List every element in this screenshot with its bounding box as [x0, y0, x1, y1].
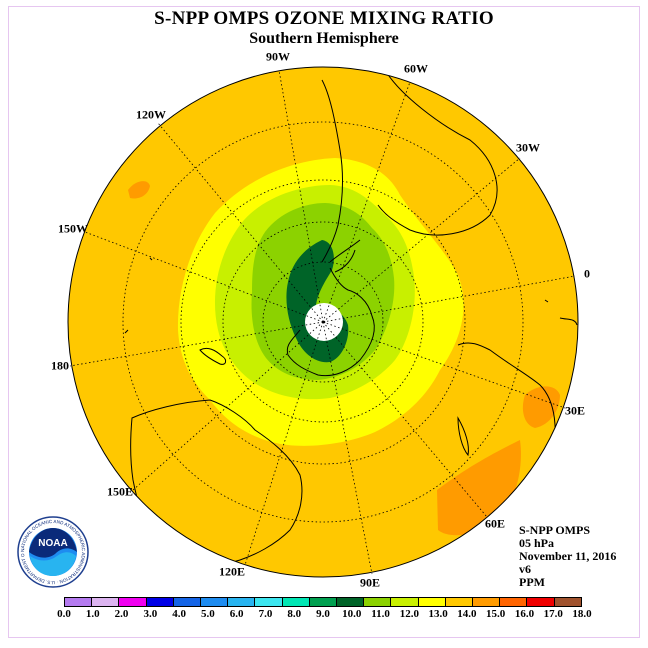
colorbar-swatch [309, 598, 338, 606]
noaa-logo: NOAA NATIONAL OCEANIC AND ATMOSPHERIC AD… [17, 516, 89, 588]
longitude-label: 150W [58, 221, 88, 236]
colorbar-swatch [65, 598, 93, 606]
colorbar-tick-label: 11.0 [371, 608, 390, 620]
colorbar-swatch [228, 598, 256, 606]
longitude-label: 60W [404, 61, 428, 76]
colorbar-tick-label: 1.0 [85, 608, 100, 620]
colorbar-tick-label: 8.0 [287, 608, 302, 620]
colorbar-tick-label: 16.0 [514, 608, 535, 620]
map-title: S-NPP OMPS OZONE MIXING RATIO [154, 8, 494, 29]
coastline-island [124, 257, 549, 334]
colorbar-tick-label: 13.0 [428, 608, 448, 620]
ozone-contour-11 [251, 203, 395, 380]
meridian-line [84, 231, 324, 323]
colorbar-tick-label: 9.0 [316, 608, 330, 620]
colorbar-swatch [92, 598, 120, 606]
colorbar-tick-label: 15.0 [486, 608, 506, 620]
colorbar-tick-label: 5.0 [201, 608, 215, 620]
map-subtitle: Southern Hemisphere [249, 30, 399, 47]
colorbar-swatch [255, 598, 283, 606]
longitude-label: 90E [359, 575, 381, 590]
colorbar-swatch [282, 598, 310, 606]
ozone-contour-15 [522, 386, 560, 428]
graticule [69, 69, 576, 575]
colorbar-tick-label: 0.0 [57, 608, 71, 620]
colorbar-tick-label: 6.0 [229, 608, 244, 620]
latitude-circle [180, 179, 466, 465]
meridian-line [157, 122, 324, 323]
longitude-label: 180 [51, 358, 69, 373]
coastline-madagascar [457, 416, 469, 457]
colorbar-swatch [418, 598, 446, 606]
meridian-line [322, 321, 566, 409]
meridian-line [322, 275, 576, 323]
colorbar-tick-label: 10.0 [342, 608, 362, 620]
colorbar-swatch [201, 598, 229, 606]
colorbar-swatch [500, 598, 528, 606]
version-label: v6 [519, 562, 531, 576]
longitude-label: 30W [516, 140, 540, 155]
coastline-south-america [377, 69, 498, 236]
logo-text: NOAA [38, 538, 67, 549]
meridian-line [322, 157, 521, 323]
hemisphere-outline [67, 66, 579, 578]
latitude-circle [222, 221, 424, 423]
pressure-level-label: 05 hPa [519, 536, 555, 550]
longitude-label: 90W [266, 49, 290, 64]
colorbar-swatch [445, 598, 474, 606]
longitude-label: 0 [584, 266, 590, 281]
meridian-line [69, 321, 324, 367]
colorbar-swatch [527, 598, 555, 606]
coastline-new-zealand [199, 347, 227, 365]
units-label: PPM [519, 575, 545, 589]
coastline-africa [559, 317, 578, 326]
colorbar-tick-label: 3.0 [143, 608, 158, 620]
longitude-label: 30E [564, 403, 586, 418]
longitude-label: 150E [106, 484, 134, 499]
info-block: S-NPP OMPS 05 hPa November 11, 2016 v6 P… [519, 524, 616, 589]
ozone-contour-15 [128, 181, 150, 199]
colorbar-swatch [337, 598, 365, 606]
colorbar-tick-label: 12.0 [399, 608, 419, 620]
date-label: November 11, 2016 [519, 549, 617, 563]
latitude-circle [262, 261, 384, 383]
latitude-circle [122, 121, 524, 523]
colorbar-swatch [173, 598, 202, 606]
longitude-label: 120E [218, 564, 246, 579]
colorbar-swatch [554, 598, 581, 606]
colorbar-tick-label: 18.0 [572, 608, 592, 620]
colorbar-swatch [119, 598, 147, 606]
instrument-label: S-NPP OMPS [519, 523, 590, 537]
meridian-line [322, 321, 488, 518]
colorbar-tick-label: 7.0 [258, 608, 273, 620]
coastline-antarctica [286, 267, 375, 377]
meridian-line [244, 321, 324, 566]
colorbar-tick-label: 17.0 [543, 608, 563, 620]
colorbar-swatch [391, 598, 419, 606]
coastline-antarctic-peninsula [329, 239, 361, 273]
page-frame [8, 6, 640, 638]
colorbar-tick-label: 4.0 [172, 608, 186, 620]
coastline-south-america [321, 79, 344, 263]
meridian-line [322, 321, 373, 575]
meridian-line [322, 81, 411, 323]
colorbar-tick-label: 14.0 [457, 608, 477, 620]
colorbar-swatch [364, 598, 392, 606]
longitude-label: 120W [136, 107, 166, 122]
colorbar-tick-label: 2.0 [114, 608, 129, 620]
longitude-label: 60E [484, 516, 506, 531]
meridian-line [278, 69, 324, 323]
colorbar [64, 597, 582, 607]
colorbar-swatch [473, 598, 501, 606]
colorbar-swatch [146, 598, 174, 606]
